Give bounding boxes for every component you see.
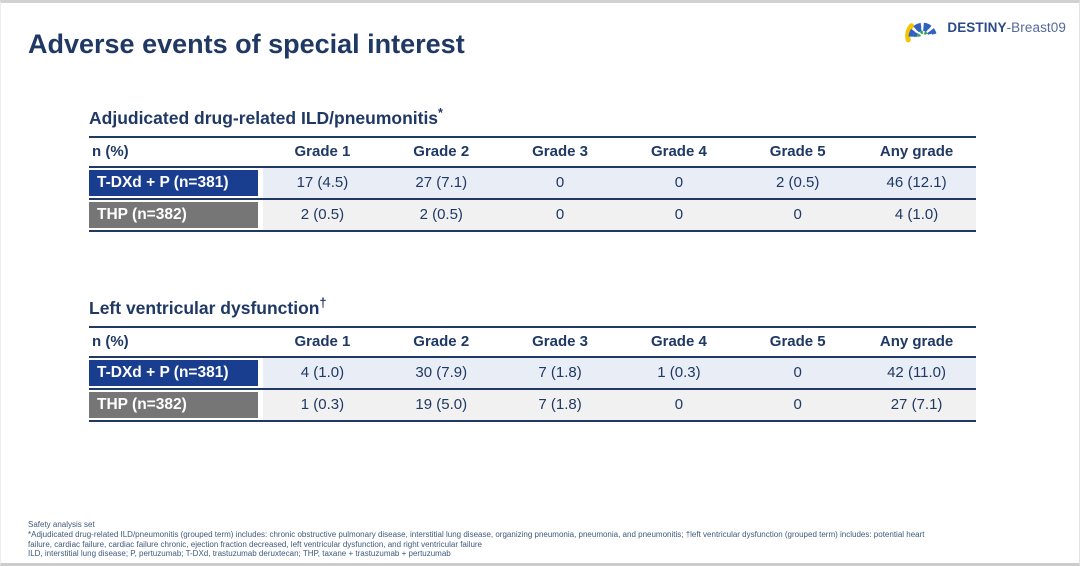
table-cell: 2 (0.5) (381, 198, 501, 232)
table-row-thp: THP (n=382) 2 (0.5) 2 (0.5) 0 0 0 4 (1.0… (89, 198, 976, 232)
header-row: n (%) Grade 1 Grade 2 Grade 3 Grade 4 Gr… (89, 135, 976, 168)
col-header-grade-3: Grade 3 (500, 135, 620, 168)
logo-text-destiny: DESTINY (947, 19, 1007, 35)
table-cell: 30 (7.9) (381, 356, 501, 390)
row-label-tdxd-p-chip: T-DXd + P (n=381) (89, 169, 258, 196)
destiny-breast09-logo: DESTINY-Breast09 (898, 10, 1066, 44)
col-header-grade-2: Grade 2 (381, 325, 501, 358)
section-lv-dysfunction: Left ventricular dysfunction† n (%) Grad… (89, 296, 976, 422)
header-row: n (%) Grade 1 Grade 2 Grade 3 Grade 4 Gr… (89, 325, 976, 358)
lv-dysfunction-table: n (%) Grade 1 Grade 2 Grade 3 Grade 4 Gr… (89, 325, 976, 422)
table-cell: 42 (11.0) (857, 356, 976, 390)
footnotes: Safety analysis set *Adjudicated drug-re… (28, 520, 925, 559)
page-title: Adverse events of special interest (28, 29, 465, 59)
table-title-ild-footnote-marker: * (438, 106, 443, 120)
table-cell: 7 (1.8) (500, 356, 620, 390)
table-title-ild-text: Adjudicated drug-related ILD/pneumonitis (89, 107, 439, 128)
col-header-grade-1: Grade 1 (263, 325, 382, 358)
col-header-any-grade: Any grade (857, 135, 976, 168)
table-cell: 0 (738, 356, 858, 390)
row-label-thp: THP (n=382) (89, 198, 263, 232)
table-cell: 0 (500, 198, 620, 232)
col-header-n-pct: n (%) (89, 135, 263, 168)
table-cell: 46 (12.1) (857, 166, 976, 200)
table-cell: 19 (5.0) (381, 388, 501, 422)
table-cell: 17 (4.5) (263, 166, 382, 200)
col-header-grade-4: Grade 4 (619, 135, 739, 168)
row-label-tdxd-p: T-DXd + P (n=381) (89, 356, 263, 390)
table-title-lvd: Left ventricular dysfunction† (89, 296, 976, 319)
table-cell: 1 (0.3) (619, 356, 739, 390)
table-cell: 2 (0.5) (263, 198, 382, 232)
table-title-ild: Adjudicated drug-related ILD/pneumonitis… (89, 106, 976, 129)
footnote-line: ILD, interstitial lung disease; P, pertu… (28, 549, 451, 559)
table-cell: 0 (738, 198, 858, 232)
col-header-any-grade: Any grade (857, 325, 976, 358)
row-label-tdxd-p: T-DXd + P (n=381) (89, 166, 263, 200)
destiny-arc-icon (905, 22, 937, 43)
section-ild-pneumonitis: Adjudicated drug-related ILD/pneumonitis… (89, 106, 976, 232)
table-cell: 27 (7.1) (381, 166, 501, 200)
row-label-tdxd-p-chip: T-DXd + P (n=381) (89, 359, 258, 386)
table-cell: 1 (0.3) (263, 388, 382, 422)
table-cell: 7 (1.8) (500, 388, 620, 422)
col-header-grade-5: Grade 5 (738, 135, 858, 168)
col-header-grade-3: Grade 3 (500, 325, 620, 358)
footnote-line: Safety analysis set (28, 520, 95, 529)
table-row-thp: THP (n=382) 1 (0.3) 19 (5.0) 7 (1.8) 0 0… (89, 388, 976, 422)
ild-pneumonitis-table: n (%) Grade 1 Grade 2 Grade 3 Grade 4 Gr… (89, 135, 976, 232)
logo-text: DESTINY-Breast09 (947, 20, 1066, 35)
table-row-tdxd-p: T-DXd + P (n=381) 4 (1.0) 30 (7.9) 7 (1.… (89, 356, 976, 390)
col-header-grade-1: Grade 1 (263, 135, 382, 168)
table-row-tdxd-p: T-DXd + P (n=381) 17 (4.5) 27 (7.1) 0 0 … (89, 166, 976, 200)
table-cell: 0 (738, 388, 858, 422)
row-label-thp-chip: THP (n=382) (89, 391, 258, 418)
table-cell: 4 (1.0) (857, 198, 976, 232)
table-cell: 0 (500, 166, 620, 200)
row-label-thp-chip: THP (n=382) (89, 201, 258, 228)
col-header-n-pct: n (%) (89, 325, 263, 358)
col-header-grade-2: Grade 2 (381, 135, 501, 168)
footnote-line: *Adjudicated drug-related ILD/pneumoniti… (28, 529, 925, 539)
table-cell: 0 (619, 166, 739, 200)
table-cell: 4 (1.0) (263, 356, 382, 390)
row-label-thp: THP (n=382) (89, 388, 263, 422)
col-header-grade-4: Grade 4 (619, 325, 739, 358)
col-header-grade-5: Grade 5 (738, 325, 858, 358)
table-cell: 2 (0.5) (738, 166, 858, 200)
table-title-lvd-footnote-marker: † (319, 296, 327, 310)
table-cell: 0 (619, 388, 739, 422)
footnote-line: failure, cardiac failure, cardiac failur… (28, 539, 482, 549)
logo-text-breast09: -Breast09 (1006, 19, 1066, 35)
table-cell: 27 (7.1) (857, 388, 976, 422)
table-cell: 0 (619, 198, 739, 232)
table-title-lvd-text: Left ventricular dysfunction (89, 297, 320, 318)
